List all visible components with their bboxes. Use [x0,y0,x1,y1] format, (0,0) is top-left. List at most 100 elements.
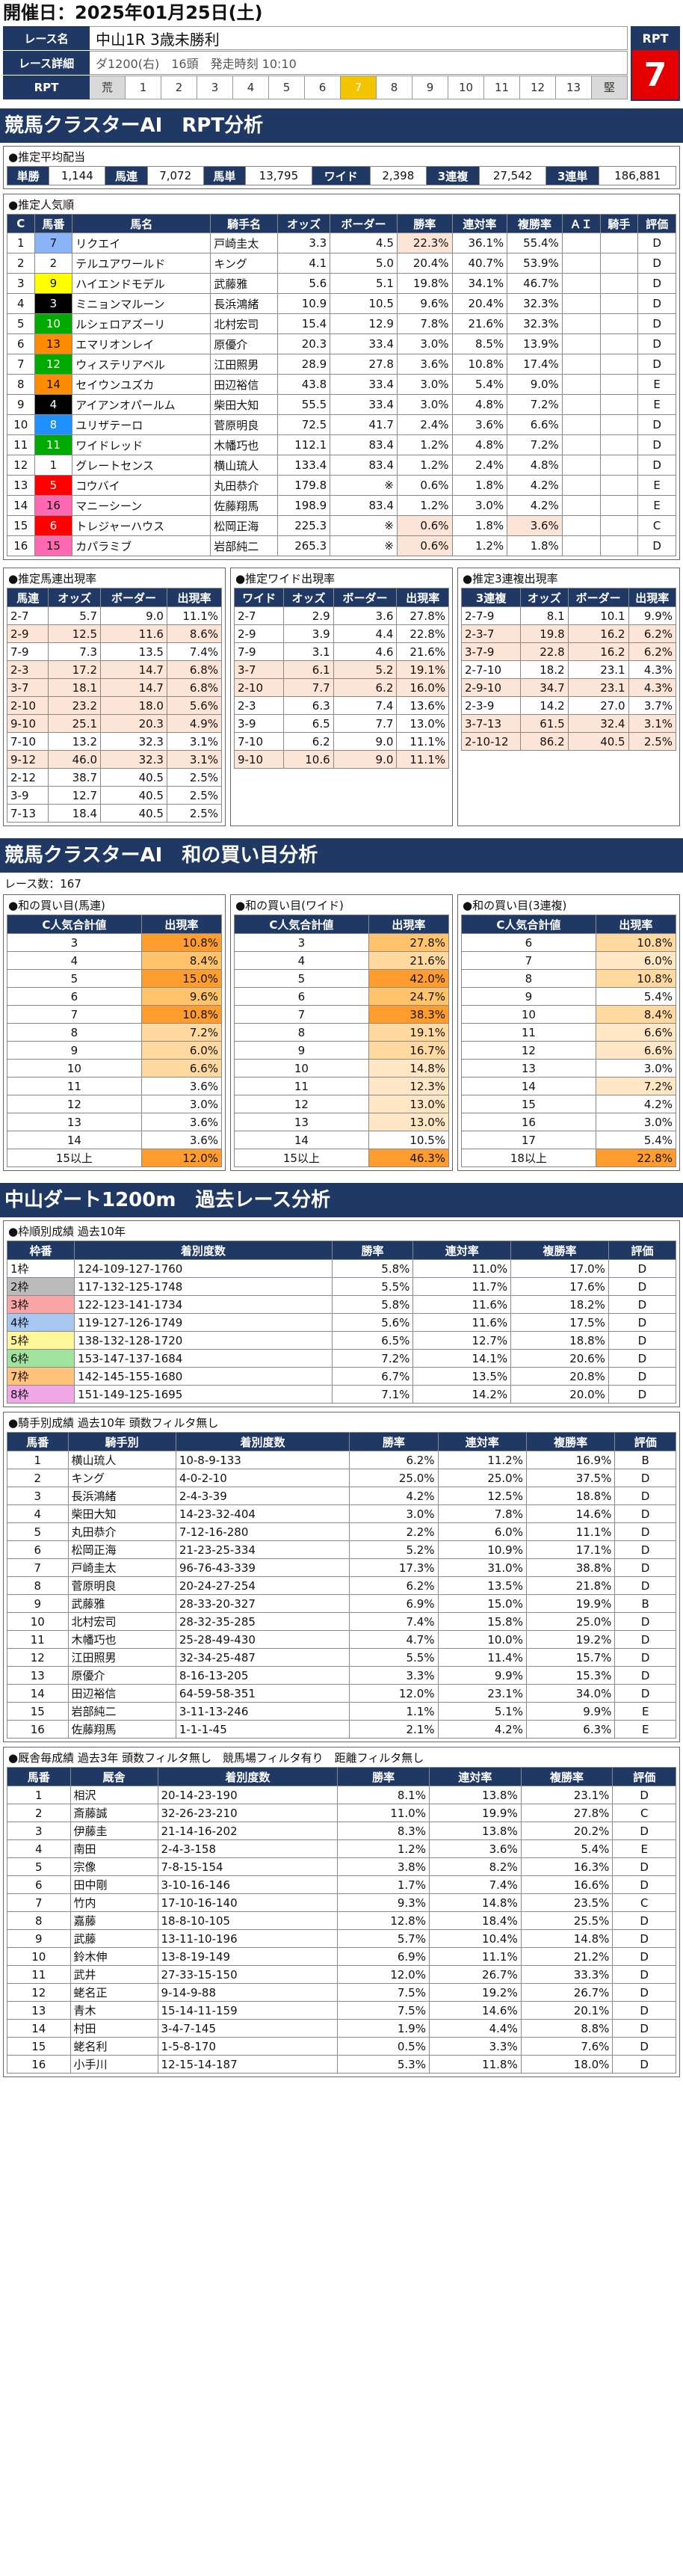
buy-sum: 14 [234,1131,369,1149]
stats-cell: 14.6% [428,2001,522,2020]
buy-sum: 14 [7,1131,142,1149]
odds-cell: 3.1% [166,732,223,751]
stats-header: 複勝率 [520,1767,614,1786]
popularity-cell: 5.1 [330,273,398,294]
payout-value: 2,398 [369,166,427,185]
table-row: 14 3.6% [7,1131,223,1149]
odds-cell: 11.6 [100,624,167,643]
stats-cell: 37.5% [525,1469,616,1487]
table-row: 9-10 10.6 9.0 11.1% [233,750,449,769]
odds-title: ●推定ワイド出現率 [235,572,336,585]
odds-cell: 5.2 [333,660,398,679]
popularity-cell: 41.7 [330,414,398,435]
stats-cell: 鈴木伸 [69,1947,158,1966]
stats-cell: 11.6% [412,1295,512,1314]
stats-cell: 11.7% [412,1277,512,1296]
stats-cell: 4 [7,1504,69,1523]
buy-rate: 5.4% [595,987,677,1006]
table-row: 11 6.6% [461,1023,677,1042]
stats-cell: 17.6% [510,1277,609,1296]
popularity-cell: 3.0% [396,333,453,354]
popularity-cell: 7 [34,233,73,253]
stats-cell: 8枠 [6,1385,75,1404]
odds-cell: 13.2 [48,732,102,751]
stats-cell: 7.5% [337,1983,430,2002]
buy-rate: 21.6% [368,951,450,970]
buy-rate: 3.0% [595,1059,677,1078]
odds-cell: 4.3% [628,660,677,679]
buy-sum: 8 [461,969,596,988]
odds-cell: 3.1 [283,642,334,661]
popularity-cell: 2.4% [451,455,508,476]
race-detail-label: レース詳細 [3,51,90,75]
rpt-scale-cell: 7 [341,76,377,99]
popularity-cell: 13 [7,475,35,496]
popularity-header: ボーダー [330,214,398,233]
popularity-cell: 丸田恭介 [210,475,278,496]
popularity-cell: 19.8% [396,273,453,294]
table-row: 2-3 6.3 7.4 13.6% [233,696,449,715]
table-row: 3 長浜鴻緒 2-4-3-39 4.2% 12.5% 18.8% D [7,1487,676,1505]
stats-cell: D [612,2001,676,2020]
odds-cell: 18.0 [100,696,167,715]
popularity-cell: キング [210,253,278,274]
buy-sum: 8 [234,1023,369,1042]
odds-cell: 5.6% [166,696,223,715]
stats-cell: 17.5% [510,1313,609,1332]
buy-rate: 6.6% [595,1041,677,1060]
stats-cell: D [608,1277,677,1296]
stats-cell: 13-11-10-196 [157,1929,339,1948]
table-row: 6 24.7% [234,987,450,1006]
rpt-scale-cell: 6 [305,76,341,99]
stats-cell: D [612,2037,676,2056]
popularity-cell: D [637,414,676,435]
stats-cell: 8.2% [428,1857,522,1876]
buy-sum: 5 [7,969,142,988]
stats-cell: D [612,1857,676,1876]
popularity-cell: 11 [7,434,35,455]
stats-cell: 13.5% [412,1367,512,1386]
buy-rate: 7.2% [140,1023,223,1042]
popularity-cell: 10 [34,313,73,334]
popularity-cell: 岩部純二 [210,535,278,556]
stats-cell: D [608,1331,677,1350]
popularity-header: 騎手 [599,214,639,233]
popularity-cell: 5 [34,475,73,496]
popularity-cell: 8 [34,414,73,435]
stats-cell: 13.8% [428,1822,522,1840]
stats-cell: 田辺裕信 [67,1684,176,1703]
popularity-cell: ミニョンマルーン [72,293,211,314]
table-row: 11 3.6% [7,1077,223,1095]
odds-cell: 86.2 [520,732,569,751]
stats-cell: 8.1% [337,1786,430,1804]
stats-cell: 10.4% [428,1929,522,1948]
table-row: 13 13.0% [234,1113,450,1131]
race-detail: ダ1200(右) 16頭 発走時刻 10:10 [96,57,297,71]
stats-cell: 11 [7,1965,71,1984]
popularity-cell: 83.4 [330,434,398,455]
table-row: 2-7-10 18.2 23.1 4.3% [460,660,677,679]
popularity-cell: 28.9 [276,354,331,375]
payout-value: 7,072 [146,166,204,185]
table-row: 13 3.6% [7,1113,223,1131]
popularity-box: ●推定人気順 C 馬番 馬名 騎手名 オッズ ボーダー 勝率 連対率 複勝率 ＡＩ 騎手 評価 1 7 リク… [3,194,680,560]
odds-cell: 6.2% [628,642,677,661]
odds-cell: 14.7 [100,678,167,697]
table-row: 1 横山琉人 10-8-9-133 6.2% 11.2% 16.9% B [7,1451,676,1469]
table-row: 2 キング 4-0-2-10 25.0% 25.0% 37.5% D [7,1469,676,1487]
stats-cell: 33.3% [520,1965,614,1984]
stats-cell: D [612,2055,676,2074]
stats-cell: 13 [7,1666,69,1685]
odds-cell: 4.4 [333,624,398,643]
odds-title: ●推定馬連出現率 [8,572,97,585]
table-row: 8枠 151-149-125-1695 7.1% 14.2% 20.0% D [6,1385,677,1404]
stats-cell: 1.7% [337,1875,430,1894]
buy-sum: 9 [234,1041,369,1060]
stats-cell: 21-23-25-334 [175,1540,350,1559]
buy-sum: 10 [461,1005,596,1024]
popularity-cell [561,475,601,496]
popularity-cell: 4.2% [507,495,563,516]
stats-cell: 18.0% [520,2055,614,2074]
popularity-cell: 9 [34,273,73,294]
popularity-cell: E [637,475,676,496]
